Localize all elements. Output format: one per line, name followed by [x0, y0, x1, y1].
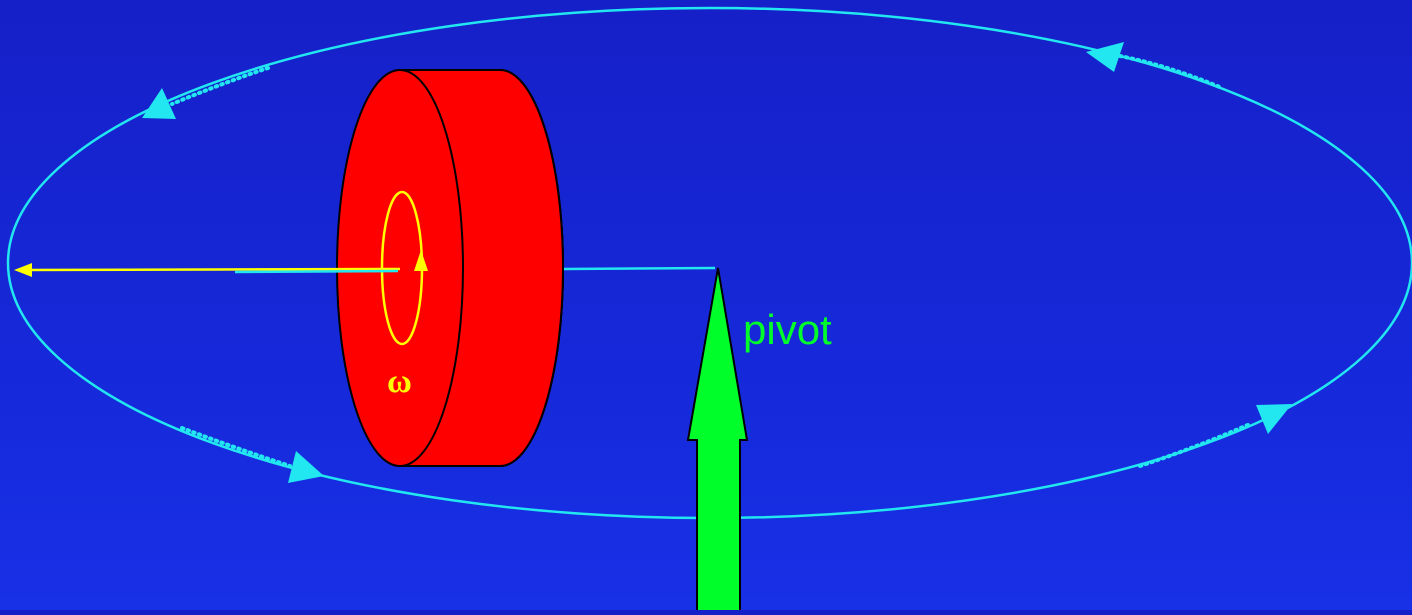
omega-label: ω [387, 363, 412, 400]
orbit-arrow-bottom-right [1256, 404, 1292, 434]
axle-line [563, 266, 716, 271]
up-arrow-icon [686, 267, 749, 613]
angular-momentum-arrowhead [14, 263, 32, 277]
orbit-arrow-top-left [142, 88, 176, 119]
spin-direction-arrowhead [414, 250, 428, 271]
axle-segment [234, 269, 399, 274]
pivot-label: pivot [743, 306, 832, 353]
orbit-motion-trails [170, 54, 1252, 468]
spinning-disk [336, 69, 564, 467]
orbit-arrow-top-right [1086, 42, 1124, 72]
angular-momentum-arrow [21, 267, 401, 272]
orbit-arrow-bottom-left [288, 451, 324, 483]
orbit-direction-arrows [142, 42, 1292, 483]
